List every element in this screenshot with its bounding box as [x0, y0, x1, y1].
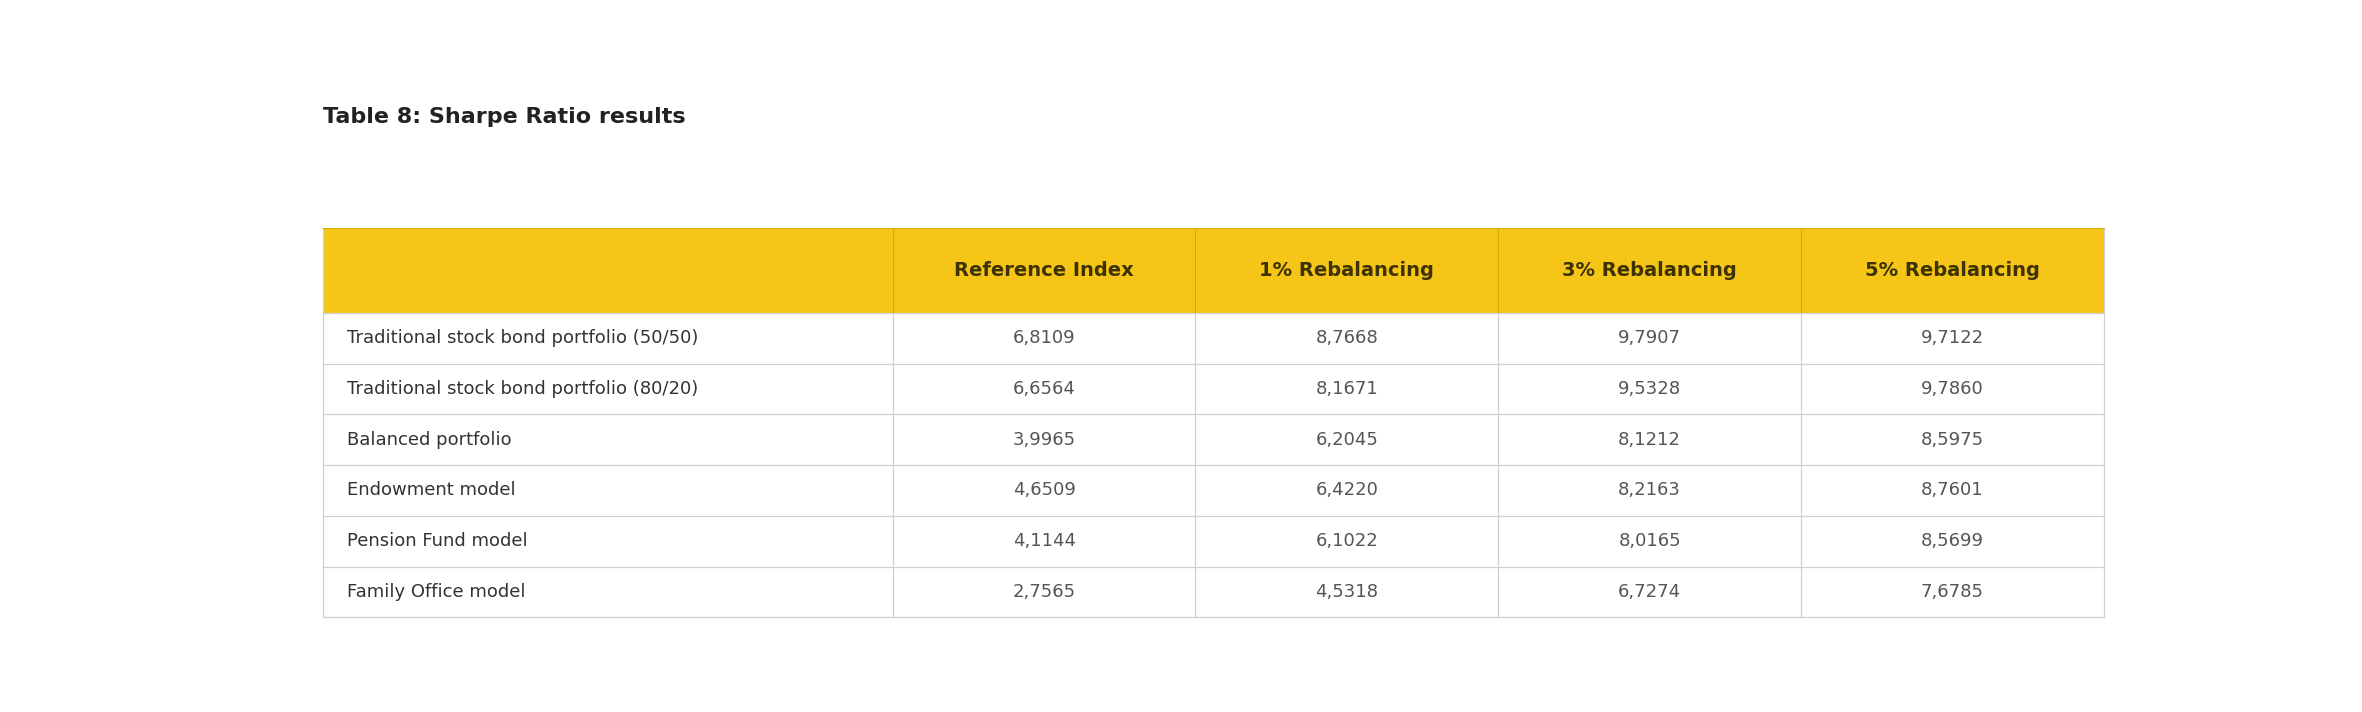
- Text: 6,6564: 6,6564: [1013, 380, 1075, 398]
- Bar: [324, 515, 2105, 567]
- Text: 8,2163: 8,2163: [1618, 481, 1682, 499]
- Text: Traditional stock bond portfolio (80/20): Traditional stock bond portfolio (80/20): [347, 380, 697, 398]
- Text: 5% Rebalancing: 5% Rebalancing: [1866, 261, 2041, 280]
- Text: 6,2045: 6,2045: [1316, 431, 1379, 449]
- Text: 8,1671: 8,1671: [1316, 380, 1379, 398]
- Text: Pension Fund model: Pension Fund model: [347, 532, 527, 550]
- Text: 6,8109: 6,8109: [1013, 330, 1075, 347]
- Text: Traditional stock bond portfolio (50/50): Traditional stock bond portfolio (50/50): [347, 330, 697, 347]
- Text: 7,6785: 7,6785: [1920, 583, 1984, 601]
- Text: 8,7668: 8,7668: [1316, 330, 1379, 347]
- Bar: [324, 228, 2105, 313]
- Text: 9,5328: 9,5328: [1618, 380, 1682, 398]
- Bar: [324, 313, 2105, 364]
- Text: Table 8: Sharpe Ratio results: Table 8: Sharpe Ratio results: [324, 108, 685, 127]
- Text: 6,7274: 6,7274: [1618, 583, 1682, 601]
- Bar: [324, 364, 2105, 414]
- Bar: [324, 465, 2105, 515]
- Text: 9,7907: 9,7907: [1618, 330, 1682, 347]
- Text: 9,7122: 9,7122: [1920, 330, 1984, 347]
- Text: 8,5699: 8,5699: [1920, 532, 1984, 550]
- Text: Family Office model: Family Office model: [347, 583, 524, 601]
- Text: 8,1212: 8,1212: [1618, 431, 1682, 449]
- Text: Balanced portfolio: Balanced portfolio: [347, 431, 510, 449]
- Text: 4,1144: 4,1144: [1013, 532, 1075, 550]
- Text: 3% Rebalancing: 3% Rebalancing: [1561, 261, 1736, 280]
- Text: 3,9965: 3,9965: [1013, 431, 1075, 449]
- Bar: [324, 567, 2105, 617]
- Text: Endowment model: Endowment model: [347, 481, 515, 499]
- Text: Reference Index: Reference Index: [954, 261, 1134, 280]
- Text: 4,5318: 4,5318: [1316, 583, 1379, 601]
- Text: 1% Rebalancing: 1% Rebalancing: [1259, 261, 1434, 280]
- Text: 2,7565: 2,7565: [1013, 583, 1075, 601]
- Text: 8,0165: 8,0165: [1618, 532, 1682, 550]
- Text: 9,7860: 9,7860: [1920, 380, 1984, 398]
- Text: 6,4220: 6,4220: [1316, 481, 1379, 499]
- Text: 8,5975: 8,5975: [1920, 431, 1984, 449]
- Bar: [324, 414, 2105, 465]
- Text: 6,1022: 6,1022: [1316, 532, 1379, 550]
- Text: 8,7601: 8,7601: [1920, 481, 1984, 499]
- Text: 4,6509: 4,6509: [1013, 481, 1075, 499]
